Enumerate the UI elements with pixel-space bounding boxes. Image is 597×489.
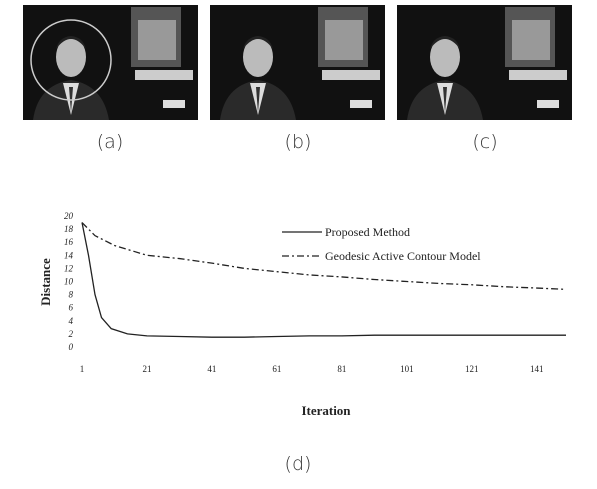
x-tick-label: 121 — [465, 364, 479, 374]
photo-b — [210, 5, 385, 120]
caption-d: (d) — [285, 453, 312, 475]
x-tick-label: 21 — [142, 364, 151, 374]
legend-label: Geodesic Active Contour Model — [325, 249, 481, 263]
y-tick-label: 2 — [69, 329, 74, 339]
caption-b: (b) — [285, 131, 312, 153]
y-tick-label: 6 — [69, 303, 74, 313]
y-tick-label: 0 — [69, 342, 74, 352]
y-tick-label: 14 — [64, 250, 74, 260]
photo-a — [23, 5, 198, 120]
y-axis-label: Distance — [38, 258, 53, 306]
caption-a: (a) — [97, 131, 123, 153]
y-tick-label: 18 — [64, 224, 74, 234]
y-tick-label: 20 — [64, 211, 74, 221]
y-tick-label: 16 — [64, 237, 74, 247]
photo-c — [397, 5, 572, 120]
y-tick-label: 4 — [69, 316, 74, 326]
y-tick-label: 12 — [64, 263, 74, 273]
series-line — [81, 222, 566, 338]
x-tick-label: 141 — [530, 364, 544, 374]
x-tick-label: 81 — [337, 364, 346, 374]
series-line — [81, 222, 567, 291]
x-tick-label: 1 — [80, 364, 85, 374]
x-tick-label: 61 — [272, 364, 281, 374]
caption-c: (c) — [472, 131, 497, 153]
x-tick-label: 41 — [207, 364, 216, 374]
x-tick-label: 101 — [400, 364, 414, 374]
y-tick-label: 10 — [64, 277, 74, 287]
legend-label: Proposed Method — [325, 225, 410, 239]
y-tick-label: 8 — [69, 290, 74, 300]
x-axis-label: Iteration — [301, 403, 351, 418]
